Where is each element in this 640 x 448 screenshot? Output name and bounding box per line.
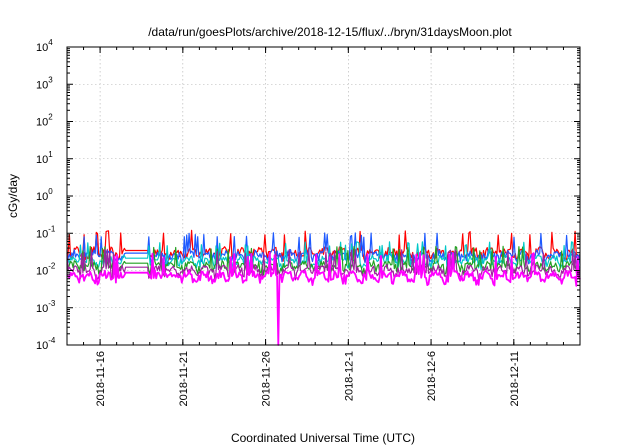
y-tick-exponent: -2 <box>48 262 56 271</box>
y-tick-label: 10-4 <box>36 336 56 352</box>
y-tick-exponent: 1 <box>48 150 53 159</box>
y-tick-exponent: -3 <box>48 299 56 308</box>
series-group <box>66 229 581 346</box>
y-tick-exponent: 0 <box>48 187 53 196</box>
y-tick-base: 10 <box>36 154 48 166</box>
y-tick-base: 10 <box>36 340 48 352</box>
y-tick-label: 10-3 <box>36 299 56 315</box>
x-tick-label: 2018-12-6 <box>426 351 438 401</box>
y-tick-base: 10 <box>36 191 48 203</box>
x-tick-label: 2018-11-21 <box>178 351 190 406</box>
x-axis: 2018-11-16 2018-11-21 2018-11-26 2018-12-1 2… <box>83 47 564 406</box>
y-tick-label: 104 <box>36 38 53 54</box>
y-tick-label: 10-2 <box>36 262 56 278</box>
grid <box>67 47 580 345</box>
y-tick-base: 10 <box>36 117 48 129</box>
y-tick-label: 10-1 <box>36 224 56 240</box>
y-tick-exponent: -1 <box>48 224 56 233</box>
x-tick-label: 2018-11-26 <box>261 351 273 406</box>
y-tick-exponent: 3 <box>48 75 53 84</box>
y-tick-label: 100 <box>36 187 53 203</box>
y-tick-label: 101 <box>36 150 53 166</box>
y-tick-exponent: -4 <box>48 336 56 345</box>
y-tick-base: 10 <box>36 228 48 240</box>
series-magenta <box>66 251 581 346</box>
y-tick-base: 10 <box>36 266 48 278</box>
y-axis-label: cGy/day <box>6 174 20 218</box>
y-tick-label: 102 <box>36 113 53 129</box>
y-tick-exponent: 2 <box>48 113 53 122</box>
y-tick-base: 10 <box>36 303 48 315</box>
x-tick-label: 2018-12-11 <box>509 351 521 406</box>
x-tick-label: 2018-11-16 <box>95 351 107 406</box>
y-tick-exponent: 4 <box>48 38 53 47</box>
x-tick-label: 2018-12-1 <box>343 351 355 401</box>
x-axis-label: Coordinated Universal Time (UTC) <box>231 431 415 445</box>
y-tick-base: 10 <box>36 79 48 91</box>
y-tick-base: 10 <box>36 42 48 54</box>
chart-title: /data/run/goesPlots/archive/2018-12-15/f… <box>148 25 512 39</box>
y-tick-label: 103 <box>36 75 53 91</box>
